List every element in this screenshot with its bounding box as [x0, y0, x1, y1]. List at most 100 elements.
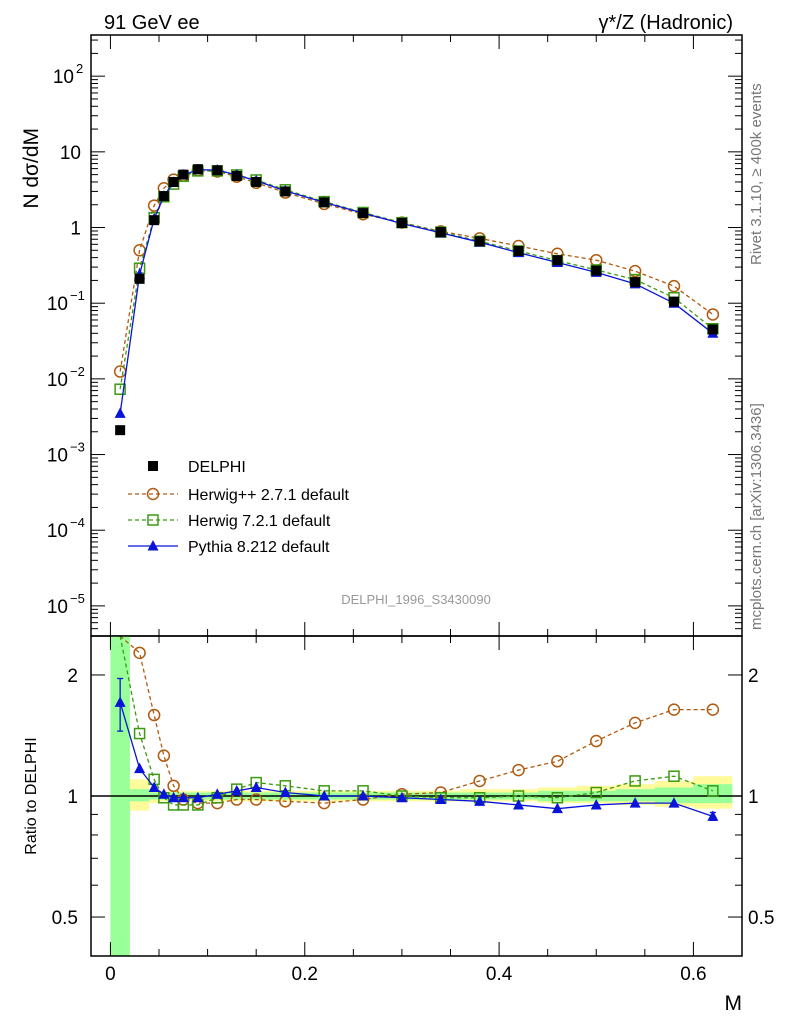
analysis-watermark: DELPHI_1996_S3430090: [341, 592, 491, 607]
data-point: [590, 798, 602, 810]
x-axis-label: M: [725, 992, 743, 1015]
legend: DELPHI Herwig++ 2.7.1 default Herwig 7.2.1…: [128, 459, 350, 556]
main-series: [113, 163, 720, 436]
y-tick-exponent: −3: [70, 440, 85, 455]
data-point: [668, 296, 679, 307]
data-point: [435, 227, 446, 238]
data-point: [396, 791, 408, 803]
y-tick-exponent: −5: [70, 591, 85, 606]
data-point: [147, 708, 161, 722]
y-tick-exponent: −2: [70, 364, 85, 379]
series-line: [119, 169, 714, 372]
data-point: [192, 791, 204, 803]
data-point: [630, 277, 641, 288]
rivet-version-label: Rivet 3.1.10, ≥ 400k events: [748, 83, 765, 265]
data-point: [212, 165, 223, 176]
y-tick-exponent: 2: [76, 61, 83, 76]
mcplots-label: mcplots.cern.ch [arXiv:1306.3436]: [748, 403, 765, 630]
data-point: [158, 191, 169, 202]
y-tick-label: 10: [53, 67, 74, 88]
data-point: [280, 186, 291, 197]
title-left: 91 GeV ee: [104, 12, 200, 34]
ratio-y-tick-label-right: 2: [748, 666, 759, 687]
title-right: γ*/Z (Hadronic): [599, 12, 733, 34]
data-point: [158, 788, 170, 799]
data-point: [706, 308, 720, 321]
y-tick-exponent: −4: [70, 515, 85, 530]
data-point: [551, 802, 563, 814]
y-tick-label: 10: [60, 143, 81, 164]
data-point: [667, 703, 681, 716]
data-point: [591, 265, 602, 276]
ratio-series: [114, 635, 720, 821]
data-point: [590, 734, 603, 748]
data-point: [251, 176, 262, 187]
data-point: [114, 383, 126, 395]
series-line: [119, 635, 714, 806]
data-point: [157, 749, 171, 762]
ratio-y-label: Ratio to DELPHI: [23, 737, 40, 854]
data-point: [279, 786, 291, 798]
ratio-y-tick-label: 1: [67, 787, 78, 808]
data-point: [231, 170, 242, 181]
data-point: [474, 795, 486, 806]
series-line: [119, 170, 714, 390]
data-point: [133, 646, 146, 660]
data-point: [473, 774, 486, 788]
data-point: [667, 279, 681, 293]
y-axis-label: N dσ/dM: [20, 128, 43, 209]
legend-label: DELPHI: [188, 459, 246, 476]
band-green: [693, 784, 733, 804]
main-panel: 91 GeV ee γ*/Z (Hadronic) N dσ/dM DELPHI…: [20, 12, 743, 637]
legend-marker: [148, 461, 158, 471]
data-point: [168, 791, 180, 803]
legend-label: Herwig++ 2.7.1 default: [188, 487, 350, 504]
data-point: [168, 176, 179, 187]
y-tick-label: 10: [47, 294, 68, 315]
data-point: [706, 703, 720, 716]
data-point: [396, 217, 407, 228]
data-point: [551, 755, 564, 768]
legend-label: Pythia 8.212 default: [188, 539, 330, 556]
data-point: [134, 273, 145, 284]
ratio-ticks: 2 2 1 1 0.5 0.5 0 0.2 0.4 0.6: [52, 636, 774, 985]
band-green: [129, 789, 150, 802]
series-line: [119, 702, 714, 817]
ratio-y-tick-label-right: 0.5: [748, 908, 774, 929]
legend-marker: [146, 487, 160, 501]
ratio-y-tick-label-right: 1: [748, 787, 759, 808]
data-point: [629, 775, 641, 787]
data-point: [552, 255, 563, 266]
legend-marker: [147, 540, 159, 551]
y-tick-label: 10: [47, 521, 68, 542]
legend-marker: [147, 514, 159, 526]
data-point: [249, 793, 263, 806]
data-point: [358, 208, 369, 219]
data-point: [435, 793, 447, 805]
data-point: [474, 236, 485, 247]
x-tick-label: 0: [105, 964, 116, 985]
data-point: [114, 407, 126, 418]
data-point: [177, 791, 189, 803]
series-line: [119, 635, 713, 804]
data-point: [250, 781, 262, 792]
data-point: [178, 169, 189, 180]
ratio-y-tick-label: 2: [67, 666, 78, 687]
data-point: [318, 790, 330, 801]
y-tick-exponent: −1: [70, 288, 85, 303]
y-tick-label: 1: [70, 219, 81, 240]
data-point: [512, 763, 525, 777]
data-point: [231, 784, 243, 796]
y-tick-label: 10: [47, 446, 68, 467]
data-point: [590, 786, 603, 799]
data-point: [629, 797, 641, 808]
ratio-panel: Ratio to DELPHI M 2 2 1 1 0.5 0.5 0 0.2 0.4 0.6: [23, 635, 774, 1015]
data-point: [628, 716, 642, 730]
data-point: [133, 727, 146, 740]
data-point: [211, 788, 223, 799]
data-point: [149, 215, 160, 226]
band-green: [615, 789, 655, 802]
data-point: [707, 785, 719, 797]
